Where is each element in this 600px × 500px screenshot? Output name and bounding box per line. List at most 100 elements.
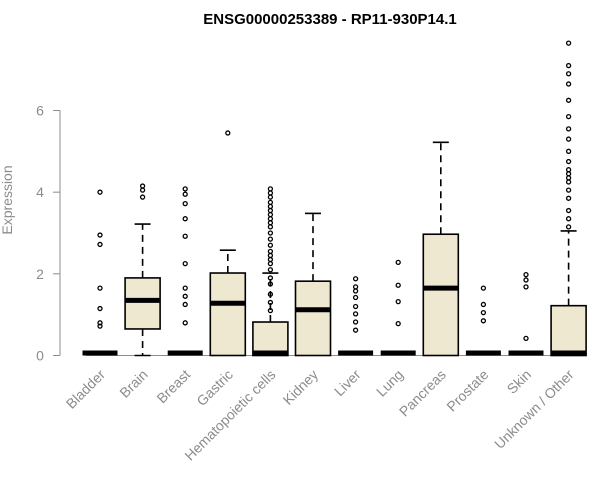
outlier-point	[267, 230, 274, 236]
x-tick-label: Kidney	[280, 366, 322, 408]
outlier-point	[565, 71, 572, 77]
box-plot-group	[550, 40, 587, 357]
outlier-point	[523, 277, 529, 283]
outlier-point	[182, 260, 188, 267]
box-plot-group	[124, 183, 161, 357]
x-tick-label: Brain	[116, 366, 150, 400]
outlier-point	[480, 309, 487, 316]
box-iqr	[252, 321, 289, 357]
outlier-point	[267, 291, 274, 297]
x-tick-label: Bladder	[63, 366, 109, 412]
outlier-point	[352, 303, 359, 310]
box-plot-group	[252, 186, 289, 357]
outlier-point	[565, 62, 572, 69]
outlier-point	[225, 130, 231, 136]
box-iqr	[550, 304, 587, 357]
outlier-point	[565, 187, 572, 193]
outlier-point	[139, 183, 146, 189]
outlier-point	[565, 207, 572, 214]
x-tick-label: Breast	[153, 366, 193, 406]
y-tick-label: 0	[36, 348, 44, 364]
outlier-point	[182, 285, 188, 291]
box-plot-group	[508, 271, 544, 356]
outlier-point	[267, 275, 274, 281]
box-plots	[82, 40, 587, 357]
outlier-point	[395, 320, 401, 327]
outlier-point	[267, 207, 274, 214]
outlier-point	[352, 319, 359, 325]
outlier-point	[139, 194, 146, 200]
outlier-point	[267, 190, 274, 196]
outlier-point	[267, 224, 274, 230]
outlier-point	[182, 293, 188, 299]
outlier-point	[267, 267, 274, 273]
x-tick-label: Pancreas	[396, 366, 449, 419]
outlier-point	[97, 285, 103, 291]
outlier-point	[182, 320, 188, 326]
outlier-point	[97, 189, 103, 195]
outlier-point	[267, 203, 274, 210]
outlier-point	[565, 216, 572, 222]
outlier-point	[97, 305, 103, 312]
outlier-point	[480, 285, 487, 291]
outlier-point	[565, 81, 572, 87]
outlier-point	[523, 335, 529, 342]
box-plot-group	[209, 130, 247, 357]
outlier-point	[267, 248, 274, 255]
y-tick-label: 6	[36, 103, 44, 119]
outlier-point	[139, 187, 146, 193]
outlier-point	[267, 242, 274, 248]
box-plot-group	[338, 276, 374, 356]
box-plot-group	[380, 259, 416, 356]
outlier-point	[267, 216, 274, 222]
outlier-point	[267, 211, 274, 218]
outlier-point	[267, 186, 274, 192]
outlier-point	[267, 260, 274, 267]
outlier-point	[565, 195, 572, 201]
box-iqr	[422, 233, 460, 357]
outlier-point	[565, 179, 572, 185]
outlier-point	[352, 327, 359, 333]
box-plot-group	[167, 186, 203, 356]
outlier-point	[565, 113, 572, 120]
outlier-point	[565, 40, 572, 46]
x-tick-label: Liver	[331, 366, 364, 399]
outlier-point	[97, 241, 103, 248]
box-plot-group	[82, 189, 118, 356]
y-axis-label: Expression	[0, 165, 15, 234]
y-tick-label: 2	[36, 266, 44, 282]
box-iqr	[124, 277, 161, 330]
x-tick-label: Skin	[504, 366, 535, 397]
box-iqr	[294, 280, 332, 357]
outlier-point	[267, 194, 274, 200]
outlier-point	[352, 311, 359, 317]
outlier-point	[395, 298, 401, 305]
box-plot-group	[465, 285, 501, 356]
outlier-point	[523, 271, 529, 278]
outlier-point	[267, 281, 274, 287]
outlier-point	[565, 126, 572, 132]
outlier-point	[267, 307, 274, 314]
outlier-point	[565, 158, 572, 165]
y-axis-ticks: 0 2 4 6	[36, 103, 60, 364]
chart-title: ENSG00000253389 - RP11-930P14.1	[203, 11, 457, 28]
outlier-point	[352, 284, 359, 290]
box-plot-group	[422, 141, 460, 357]
outlier-point	[267, 199, 274, 206]
outlier-point	[182, 191, 188, 197]
outlier-point	[182, 216, 188, 222]
x-tick-label: Gastric	[193, 366, 236, 409]
outlier-point	[480, 318, 487, 324]
x-tick-label: Lung	[373, 366, 406, 399]
outlier-point	[395, 259, 401, 266]
outlier-point	[352, 276, 359, 282]
outlier-point	[480, 301, 487, 308]
outlier-point	[565, 175, 572, 181]
box-iqr	[209, 272, 247, 357]
outlier-point	[182, 301, 188, 308]
outlier-point	[267, 256, 274, 263]
outlier-point	[352, 294, 359, 301]
outlier-point	[97, 320, 103, 326]
